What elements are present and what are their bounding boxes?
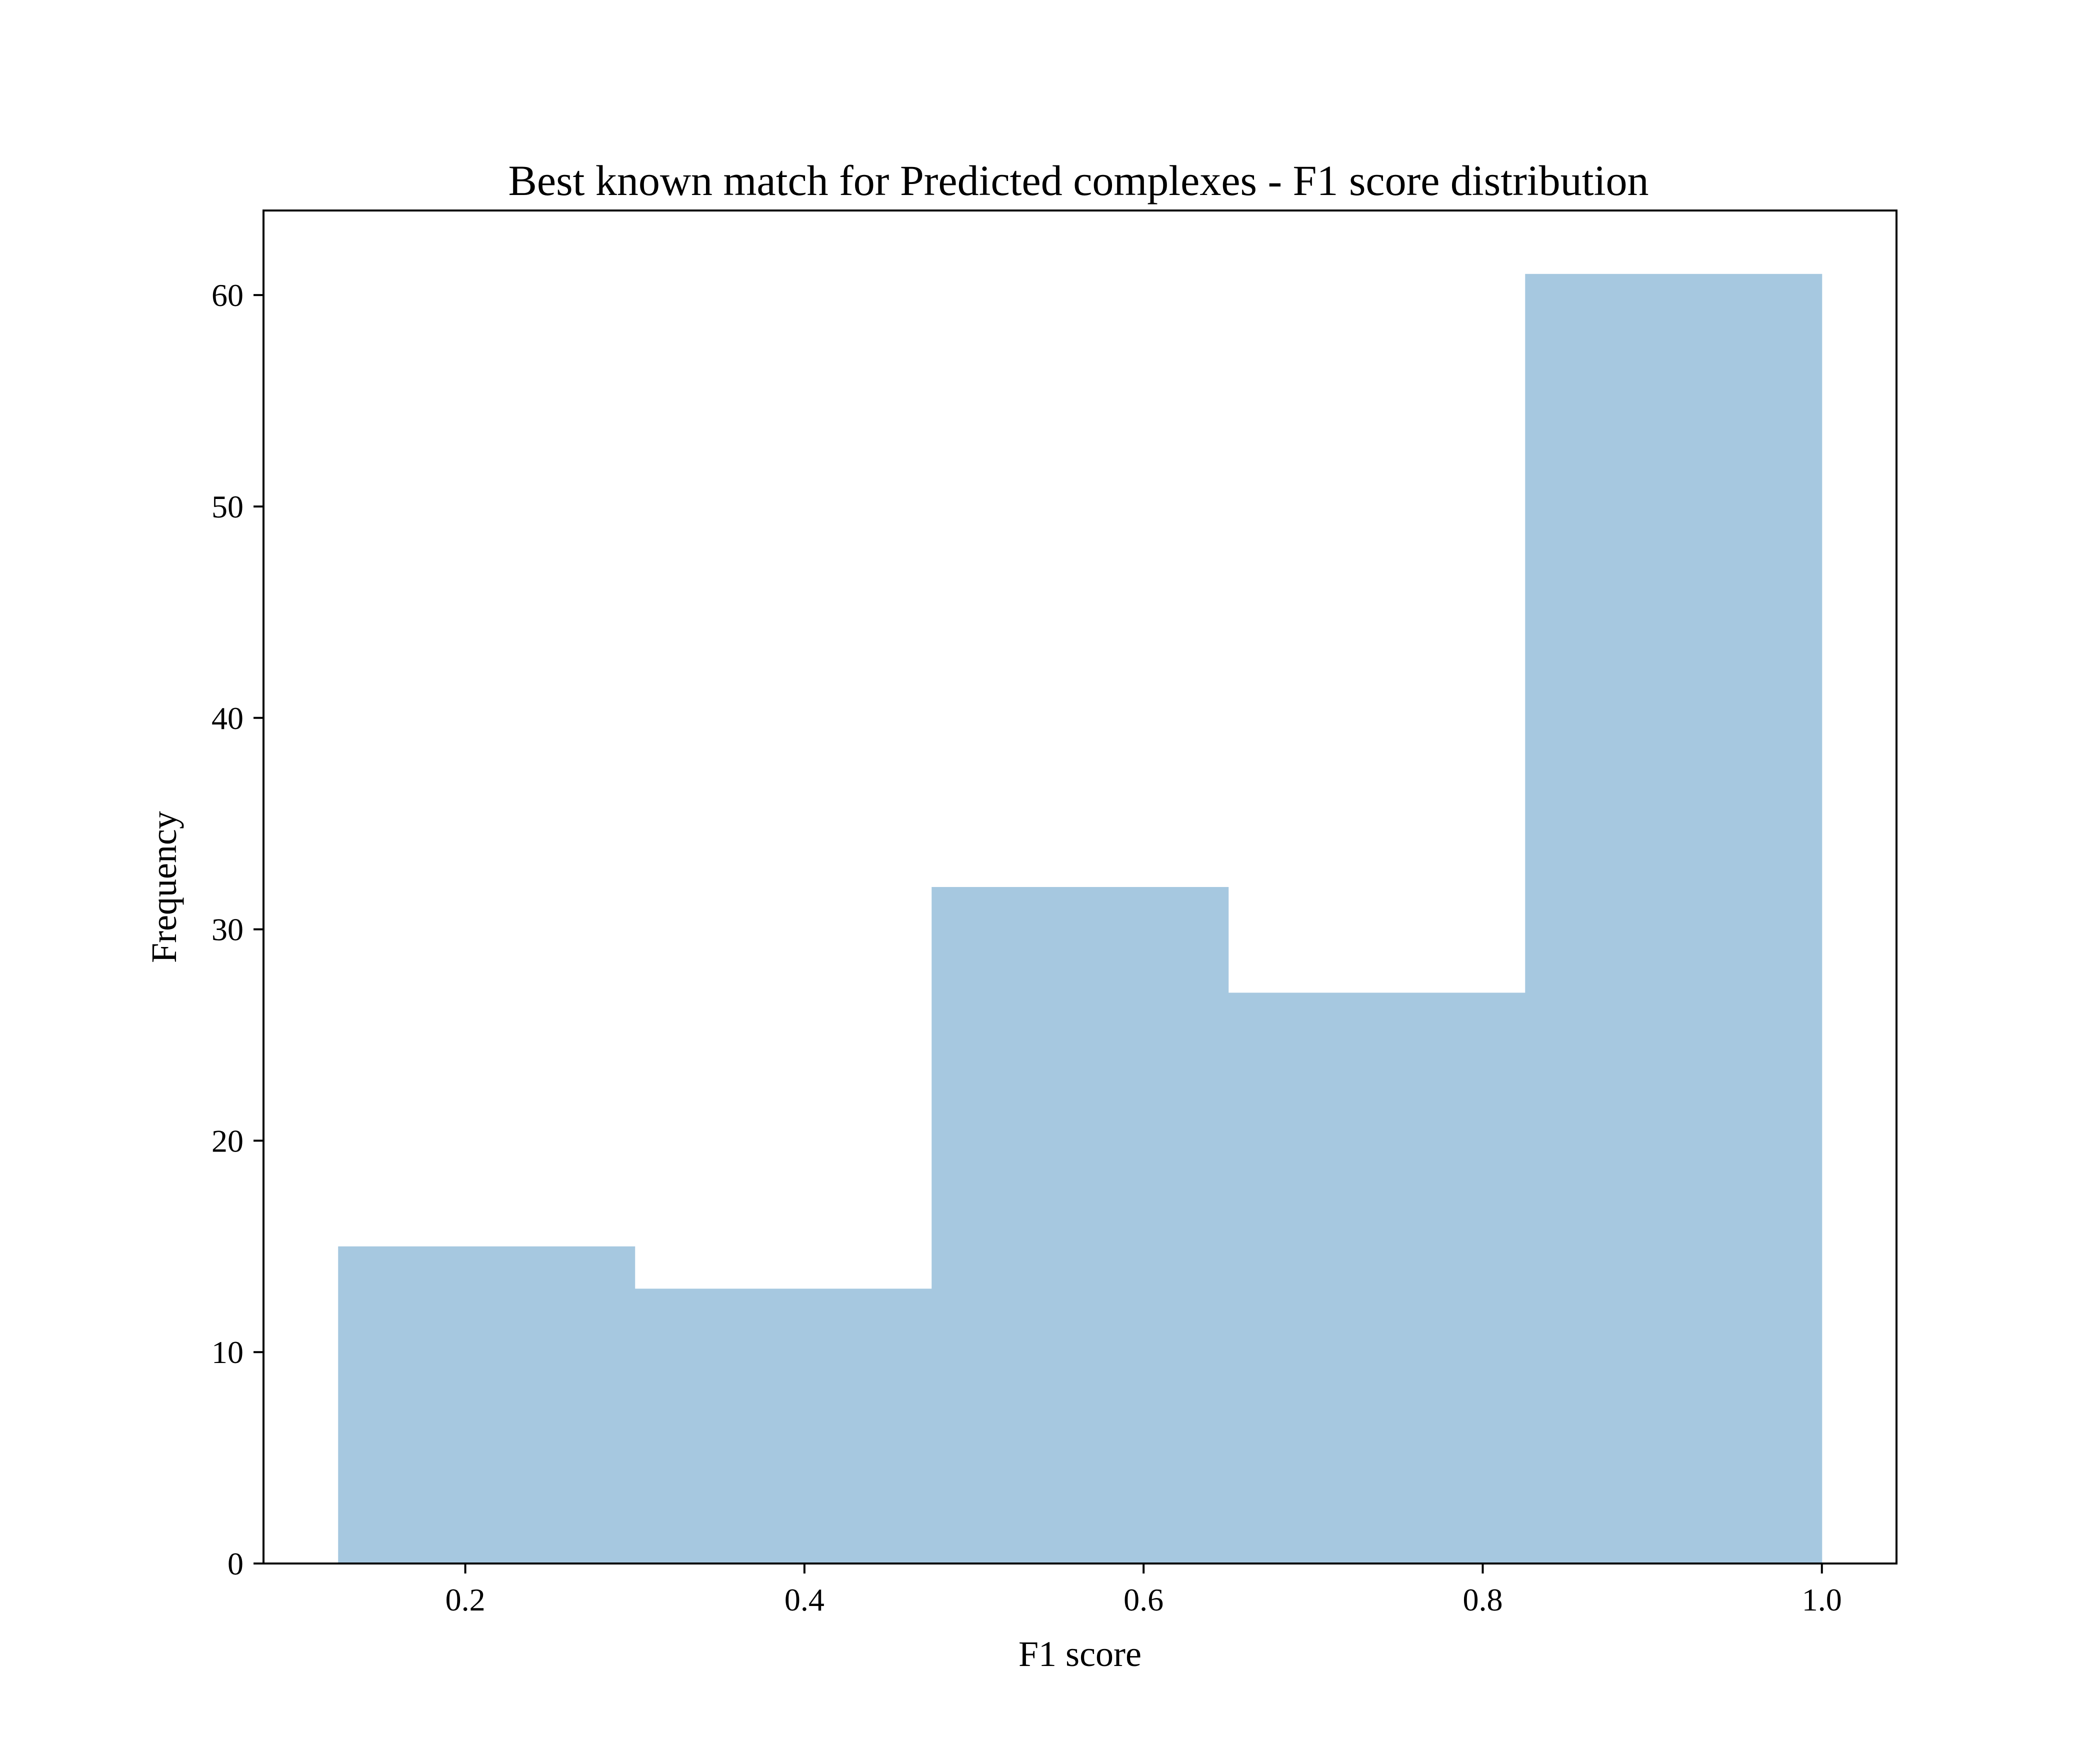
x-tick-label: 1.0 (1802, 1582, 1842, 1618)
y-tick-label: 30 (212, 912, 244, 948)
x-tick-label: 0.2 (446, 1582, 486, 1618)
histogram-bar-3 (932, 887, 1229, 1564)
histogram-bar-5 (1525, 274, 1822, 1564)
x-tick-label: 0.8 (1462, 1582, 1502, 1618)
y-axis-label: Frequency (144, 811, 184, 963)
histogram-bar-4 (1228, 992, 1526, 1564)
chart-title: Best known match for Predicted complexes… (508, 156, 1649, 204)
y-tick-label: 50 (212, 489, 244, 524)
y-tick-label: 10 (212, 1334, 244, 1370)
plot-frame (262, 210, 1898, 1564)
y-tick-label: 20 (212, 1123, 244, 1158)
x-tick-label: 0.4 (784, 1582, 824, 1618)
x-tick-label: 0.6 (1124, 1582, 1164, 1618)
bars-group (338, 274, 1822, 1564)
y-axis-ticks: 0 10 20 30 40 50 60 (212, 278, 264, 1582)
y-tick-label: 40 (212, 700, 244, 736)
x-axis-label: F1 score (1018, 1634, 1142, 1674)
histogram-bar-2 (634, 1288, 932, 1564)
x-axis-ticks: 0.2 0.4 0.6 0.8 1.0 (446, 1564, 1842, 1618)
y-tick-label: 0 (228, 1546, 244, 1582)
histogram-bar-1 (338, 1246, 636, 1564)
y-tick-label: 60 (212, 278, 244, 313)
